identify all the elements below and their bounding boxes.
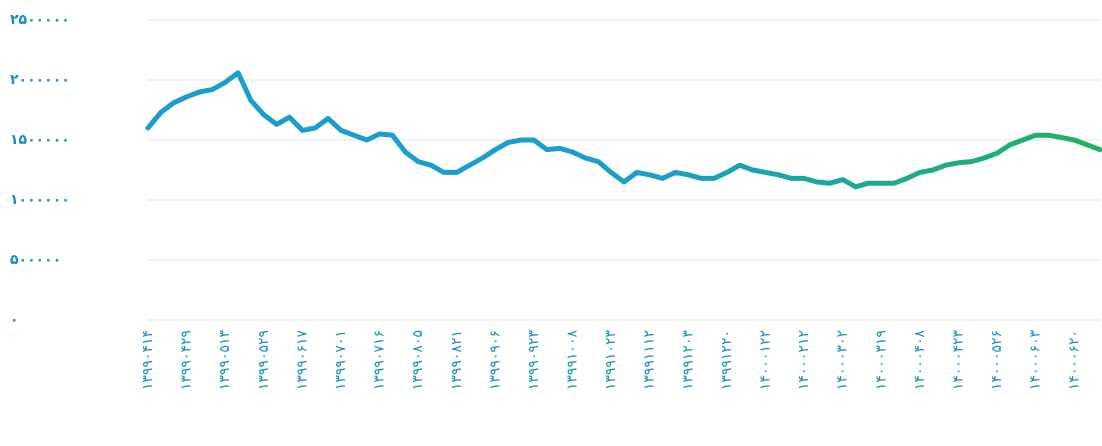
- x-tick-label: ۱۳۹۹۰۶۱۷: [294, 330, 310, 391]
- x-tick-label: ۱۴۰۰۰۴۰۸: [912, 330, 928, 391]
- y-tick-label: ۱۵۰۰۰۰۰: [10, 132, 70, 148]
- x-tick-label: ۱۳۹۹۰۴۱۴: [140, 330, 156, 390]
- x-tick-label: ۱۳۹۹۱۰۲۳: [603, 330, 619, 391]
- x-tick-label: ۱۳۹۹۰۹۰۶: [487, 330, 503, 390]
- x-tick-label: ۱۴۰۰۰۶۲۰: [1066, 330, 1082, 390]
- x-tick-label: ۱۴۰۰۰۵۲۶: [989, 330, 1005, 390]
- x-tick-label: ۱۳۹۹۰۷۱۶: [372, 330, 388, 390]
- line: [145, 70, 1102, 190]
- x-tick-label: ۱۴۰۰۰۳۱۹: [873, 330, 889, 390]
- y-tick-label: ۲۵۰۰۰۰۰: [10, 12, 70, 28]
- x-tick-label: ۱۴۰۰۰۱۲۲: [758, 330, 774, 390]
- x-tick-label: ۱۳۹۹۰۹۲۳: [526, 330, 542, 391]
- x-tick-label: ۱۳۹۹۰۵۲۹: [256, 330, 272, 390]
- x-tick-label: ۱۴۰۰۰۴۲۳: [950, 330, 966, 391]
- x-tick-label: ۱۳۹۹۱۲۲۰: [719, 330, 735, 390]
- x-tick-label: ۱۳۹۹۱۱۱۲: [642, 330, 658, 390]
- x-tick-label: ۱۳۹۹۱۰۰۸: [565, 330, 581, 391]
- x-tick-label: ۱۳۹۹۰۴۲۹: [179, 330, 195, 390]
- y-tick-label: ۱۰۰۰۰۰۰: [10, 192, 70, 208]
- x-tick-label: ۱۳۹۹۰۵۱۳: [217, 330, 233, 391]
- x-tick-label: ۱۳۹۹۰۸۰۵: [410, 330, 426, 390]
- x-tick-label: ۱۴۰۰۰۶۰۳: [1028, 330, 1044, 391]
- x-tick-label: ۱۴۰۰۰۳۰۲: [835, 330, 851, 390]
- y-tick-label: ۰: [10, 312, 19, 328]
- y-tick-label: ۲۰۰۰۰۰۰: [10, 72, 70, 88]
- x-tick-label: ۱۳۹۹۱۲۰۳: [680, 330, 696, 391]
- x-tick-label: ۱۳۹۹۰۸۲۱: [449, 330, 465, 390]
- x-tick-label: ۱۴۰۰۰۲۱۲: [796, 330, 812, 390]
- y-tick-label: ۵۰۰۰۰۰: [10, 252, 61, 268]
- x-tick-label: ۱۳۹۹۰۷۰۱: [333, 330, 349, 390]
